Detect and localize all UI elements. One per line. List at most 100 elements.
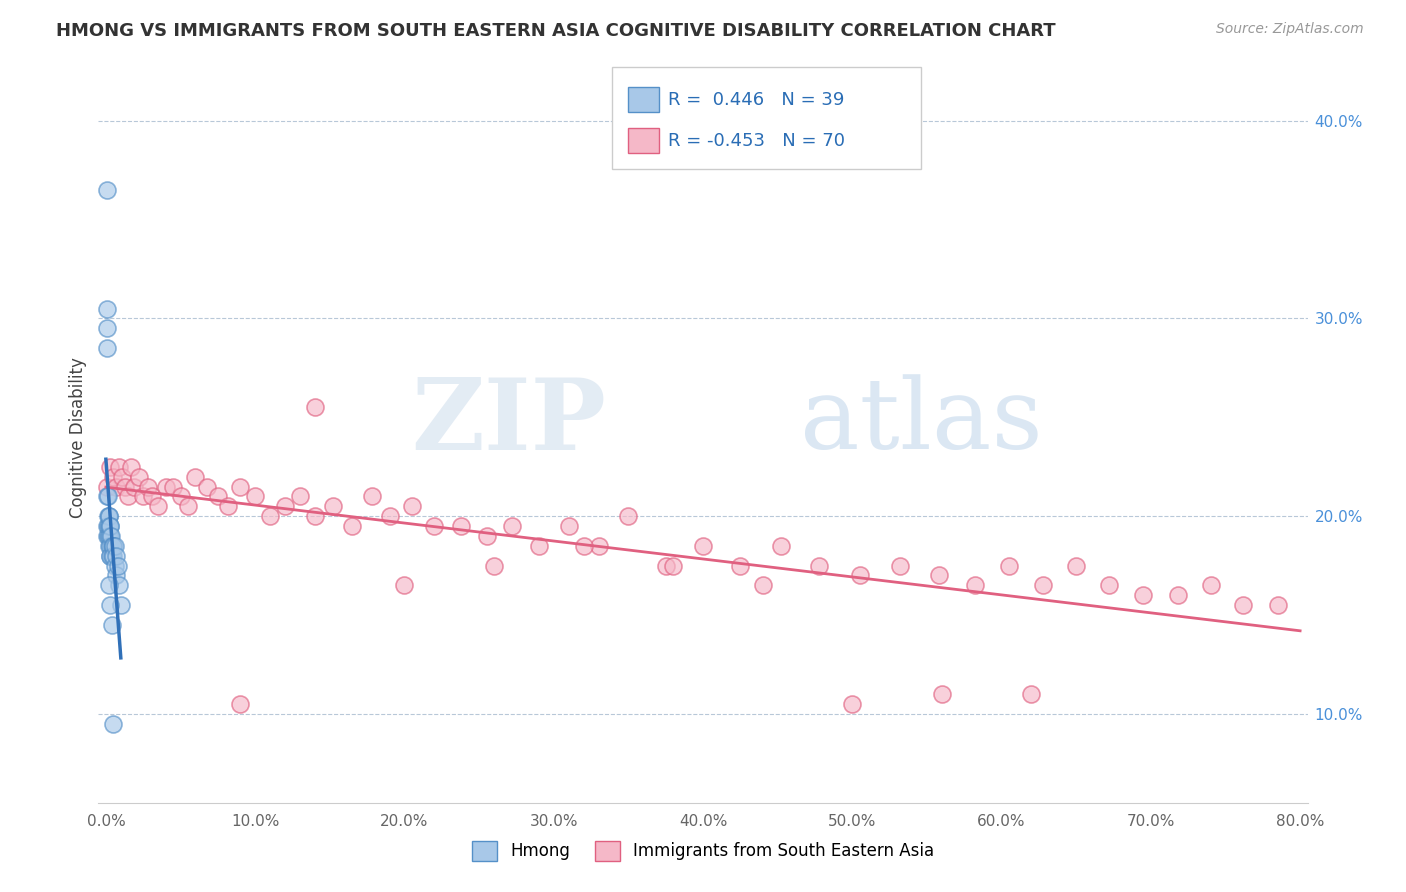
Point (97, 509, 120, 524)
Point (654, 558, 676, 573)
Point (97, 509, 120, 524)
Point (98, 529, 121, 543)
Point (100, 529, 122, 543)
Point (97, 519, 120, 533)
Point (98, 549, 121, 563)
Point (96, 183, 118, 197)
Text: R =  0.446   N = 39: R = 0.446 N = 39 (668, 91, 844, 109)
Text: atlas: atlas (800, 375, 1042, 470)
Point (97, 509, 120, 524)
Point (360, 489, 382, 503)
Point (117, 489, 139, 503)
Point (97, 529, 120, 543)
Point (184, 469, 207, 483)
Point (114, 479, 136, 493)
Point (101, 618, 124, 632)
Point (207, 489, 229, 503)
Point (1064, 558, 1087, 573)
Point (96, 489, 118, 503)
Y-axis label: Cognitive Disability: Cognitive Disability (69, 357, 87, 517)
Point (101, 549, 124, 563)
Point (96, 301, 118, 316)
Point (259, 509, 281, 524)
Point (103, 549, 125, 563)
Point (394, 578, 416, 592)
Point (692, 539, 714, 553)
Point (98, 539, 121, 553)
Point (177, 500, 200, 514)
Point (527, 539, 550, 553)
Point (98, 459, 121, 474)
Point (841, 697, 863, 711)
Point (98, 519, 121, 533)
Point (1098, 578, 1121, 592)
Point (1167, 588, 1189, 602)
Point (97, 578, 120, 592)
Point (98, 519, 121, 533)
Point (928, 568, 950, 582)
Text: Source: ZipAtlas.com: Source: ZipAtlas.com (1216, 22, 1364, 37)
Point (128, 469, 150, 483)
Point (103, 716, 125, 731)
Point (136, 479, 159, 493)
Point (97, 539, 120, 553)
Point (931, 687, 953, 701)
Point (572, 539, 595, 553)
Point (557, 519, 579, 533)
Point (98, 598, 121, 612)
Point (1032, 578, 1054, 592)
Point (1132, 588, 1154, 602)
Point (217, 500, 239, 514)
Point (1021, 687, 1043, 701)
Point (108, 578, 131, 592)
Point (105, 568, 128, 582)
Point (101, 539, 124, 553)
Point (155, 479, 177, 493)
Point (304, 509, 326, 524)
Point (998, 558, 1021, 573)
Point (107, 558, 129, 573)
Point (96, 479, 118, 493)
Point (1232, 598, 1254, 612)
Point (104, 558, 127, 573)
Point (378, 509, 401, 524)
Point (97, 489, 120, 503)
Point (132, 489, 155, 503)
Point (662, 558, 685, 573)
Point (322, 500, 344, 514)
Point (889, 558, 911, 573)
Point (288, 489, 311, 503)
Point (169, 489, 191, 503)
Point (103, 539, 125, 553)
Point (96, 529, 118, 543)
Point (1267, 598, 1289, 612)
Point (588, 539, 610, 553)
Point (162, 479, 184, 493)
Point (96, 519, 118, 533)
Point (98, 549, 121, 563)
Text: ZIP: ZIP (412, 374, 606, 471)
Point (423, 519, 446, 533)
Point (340, 519, 363, 533)
Point (808, 558, 831, 573)
Point (108, 459, 131, 474)
Point (104, 539, 127, 553)
Point (122, 479, 145, 493)
Text: HMONG VS IMMIGRANTS FROM SOUTH EASTERN ASIA COGNITIVE DISABILITY CORRELATION CHA: HMONG VS IMMIGRANTS FROM SOUTH EASTERN A… (56, 22, 1056, 40)
Point (197, 479, 219, 493)
Point (120, 459, 142, 474)
Legend: Hmong, Immigrants from South Eastern Asia: Hmong, Immigrants from South Eastern Asi… (465, 834, 941, 868)
Text: R = -0.453   N = 70: R = -0.453 N = 70 (668, 132, 845, 150)
Point (482, 558, 505, 573)
Point (229, 697, 252, 711)
Point (110, 598, 132, 612)
Point (101, 539, 124, 553)
Point (97, 519, 120, 533)
Point (848, 568, 870, 582)
Point (105, 549, 128, 563)
Point (105, 479, 128, 493)
Point (96, 341, 118, 355)
Point (501, 519, 523, 533)
Point (98, 529, 121, 543)
Point (103, 469, 125, 483)
